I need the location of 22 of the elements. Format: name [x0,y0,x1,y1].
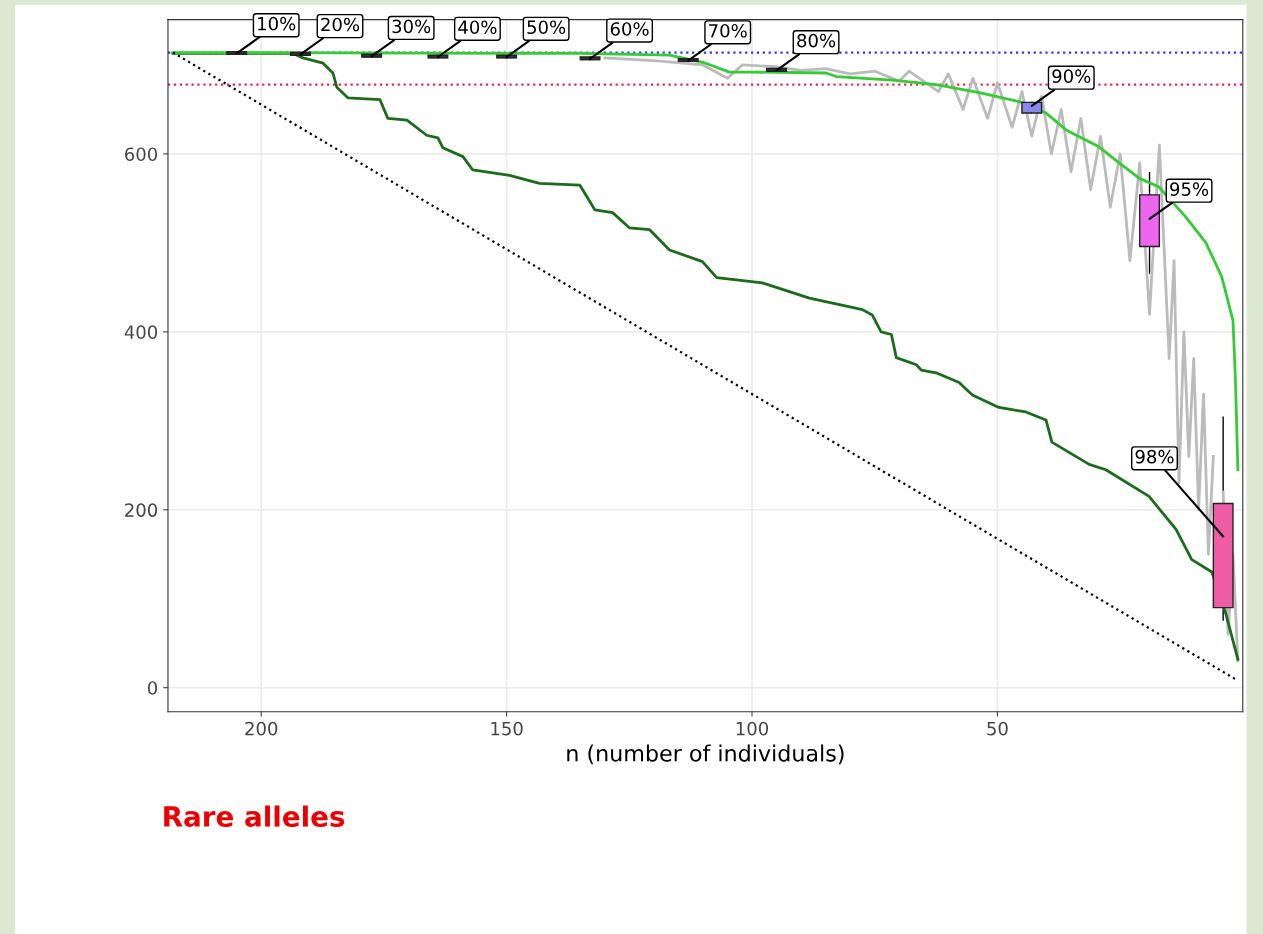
x-tick-label: 200 [245,721,278,736]
annotation: 70% [709,23,747,38]
annotation: 98% [1135,449,1174,464]
annotation: 90% [1052,69,1091,83]
annotation: 60% [610,22,649,36]
annotation: 80% [797,33,836,48]
annotation: 95% [1170,182,1209,196]
line-series [171,51,1240,472]
annotation: 20% [321,17,360,32]
x-tick-label: 150 [491,721,523,736]
y-tick-label: 200 [125,503,158,517]
annotation: 40% [458,20,497,35]
x-tick-label: 100 [736,721,769,736]
annotation: 50% [527,20,566,35]
y-tick-label: 400 [124,325,158,339]
y-tick-label: 0 [147,681,158,695]
annotation: 30% [392,19,431,34]
annotation: 10% [258,16,296,31]
y-tick-label: 600 [125,147,158,162]
x-tick-label: 50 [987,721,1008,736]
x-axis-title: n (number of individuals) [567,744,844,765]
text: Rare alleles [164,805,345,827]
